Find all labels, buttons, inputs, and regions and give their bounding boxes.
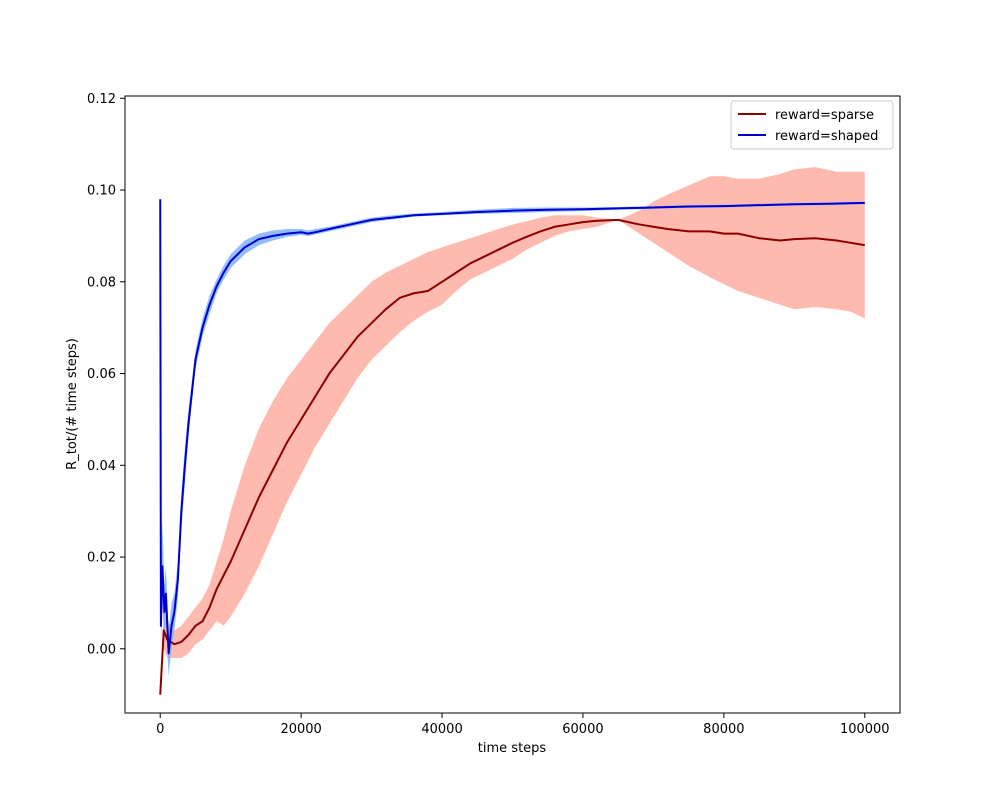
x-tick-label: 60000 — [562, 722, 603, 737]
x-tick-label: 40000 — [421, 722, 462, 737]
y-tick-label: 0.06 — [87, 367, 116, 382]
y-axis-label: R_tot/(# time steps) — [65, 338, 80, 470]
legend-label-sparse: reward=sparse — [775, 108, 874, 123]
plot-frame — [124, 95, 901, 714]
y-tick-label: 0.04 — [87, 459, 116, 474]
band-sparse — [160, 167, 865, 695]
legend-box — [730, 100, 894, 150]
x-tick-label: 20000 — [280, 722, 321, 737]
confidence-bands — [160, 167, 865, 695]
y-tick-label: 0.02 — [87, 551, 116, 566]
series-line-shaped — [159, 199, 865, 655]
legend: reward=sparse reward=shaped — [730, 100, 894, 150]
x-tick-label: 0 — [156, 722, 164, 737]
y-tick-label: 0.00 — [87, 642, 116, 657]
y-axis-ticks: 0.00 0.02 0.04 0.06 0.08 0.10 0.12 — [87, 92, 125, 657]
y-tick-label: 0.08 — [87, 275, 116, 290]
legend-label-shaped: reward=shaped — [775, 129, 878, 144]
series-line-sparse — [159, 218, 865, 695]
y-tick-label: 0.12 — [87, 92, 116, 107]
y-tick-label: 0.10 — [87, 184, 116, 199]
x-axis-label: time steps — [478, 741, 547, 756]
x-tick-label: 80000 — [703, 722, 744, 737]
x-tick-label: 100000 — [840, 722, 890, 737]
series-lines — [159, 199, 865, 695]
x-axis-ticks: 0 20000 40000 60000 80000 100000 — [156, 713, 890, 737]
